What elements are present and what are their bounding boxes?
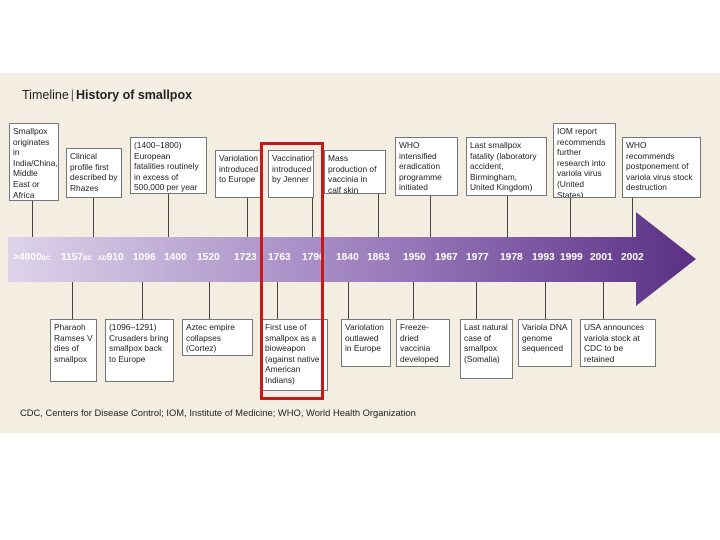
year-label: 1863 (367, 252, 390, 263)
event-box-top: WHO recommends postponement of variola v… (622, 137, 701, 198)
year-number: 2001 (590, 252, 613, 263)
year-number: 1977 (466, 252, 489, 263)
year-number: 1520 (197, 252, 220, 263)
connector-line (430, 196, 431, 237)
year-label: 1763 (268, 252, 291, 263)
year-number: 1967 (435, 252, 458, 263)
connector-line (142, 282, 143, 319)
event-box-top: Last smallpox fatality (laboratory accid… (466, 137, 547, 196)
connector-line (209, 282, 210, 319)
event-box-bottom: First use of smallpox as a bioweapon (ag… (261, 319, 328, 391)
year-label: 1157BC (61, 252, 92, 263)
connector-line (72, 282, 73, 319)
connector-line (413, 282, 414, 319)
footnote: CDC, Centers for Disease Control; IOM, I… (20, 407, 416, 418)
year-label: 1723 (234, 252, 257, 263)
connector-line (277, 282, 278, 319)
connector-line (570, 198, 571, 237)
year-era: AD (98, 256, 107, 262)
connector-line (476, 282, 477, 319)
event-box-bottom: Aztec empire collapses (Cortez) (182, 319, 253, 356)
event-box-bottom: Pharaoh Ramses V dies of smallpox (50, 319, 97, 382)
year-label: 2002 (621, 252, 644, 263)
figure-title: Timeline | History of smallpox (22, 88, 192, 102)
title-label: Timeline (22, 88, 69, 102)
connector-line (632, 198, 633, 237)
year-era: BC (41, 256, 51, 262)
event-box-top: Smallpox originates in India/China, Midd… (9, 123, 59, 201)
connector-line (378, 194, 379, 237)
year-label: 1796 (302, 252, 325, 263)
title-separator: | (70, 88, 75, 102)
year-label: 2001 (590, 252, 613, 263)
year-number: 1999 (560, 252, 583, 263)
year-number: 1400 (164, 252, 187, 263)
year-number: 1978 (500, 252, 523, 263)
year-number: 1763 (268, 252, 291, 263)
event-box-top: Variolation introduced to Europe (215, 150, 262, 198)
year-era: BC (83, 256, 92, 262)
year-number: 2002 (621, 252, 644, 263)
year-number: 1096 (133, 252, 156, 263)
year-number: 1840 (336, 252, 359, 263)
year-label: 1993 (532, 252, 555, 263)
event-box-top: IOM report recommends further research i… (553, 123, 616, 198)
year-number: 910 (106, 252, 124, 263)
year-label: 1999 (560, 252, 583, 263)
year-number: 1723 (234, 252, 257, 263)
event-box-bottom: Variolation outlawed in Europe (341, 319, 391, 367)
event-box-bottom: Freeze-dried vaccinia developed (396, 319, 450, 367)
connector-line (507, 196, 508, 237)
event-box-bottom: (1096–1291) Crusaders bring smallpox bac… (105, 319, 174, 382)
event-box-top: Clinical profile first described by Rhaz… (66, 148, 122, 198)
connector-line (247, 198, 248, 237)
connector-line (545, 282, 546, 319)
year-label: 1520 (197, 252, 220, 263)
event-box-bottom: Variola DNA genome sequenced (518, 319, 572, 367)
year-label: 1977 (466, 252, 489, 263)
connector-line (93, 198, 94, 237)
year-label: AD910 (98, 252, 124, 263)
event-box-bottom: USA announces variola stock at CDC to be… (580, 319, 656, 367)
year-number: 1796 (302, 252, 325, 263)
event-box-top: Vaccination introduced by Jenner (268, 150, 314, 198)
connector-line (603, 282, 604, 319)
event-box-top: WHO intensified eradication programme in… (395, 137, 458, 196)
year-number: 1950 (403, 252, 426, 263)
year-label: 1978 (500, 252, 523, 263)
title-main: History of smallpox (76, 88, 193, 102)
connector-line (312, 198, 313, 237)
connector-line (348, 282, 349, 319)
year-number: 1863 (367, 252, 390, 263)
year-label: 1967 (435, 252, 458, 263)
connector-line (168, 194, 169, 237)
connector-line (32, 201, 33, 237)
event-box-top: (1400–1800) European fatalities routinel… (130, 137, 207, 194)
year-number: >4000 (13, 252, 42, 263)
year-label: >4000BC (13, 252, 50, 263)
event-box-top: Mass production of vaccinia in calf skin (324, 150, 386, 194)
highlight-rectangle (260, 142, 324, 400)
year-label: 1400 (164, 252, 187, 263)
year-label: 1950 (403, 252, 426, 263)
year-label: 1840 (336, 252, 359, 263)
year-label: 1096 (133, 252, 156, 263)
event-box-bottom: Last natural case of smallpox (Somalia) (460, 319, 513, 379)
year-number: 1993 (532, 252, 555, 263)
year-number: 1157 (61, 252, 84, 263)
